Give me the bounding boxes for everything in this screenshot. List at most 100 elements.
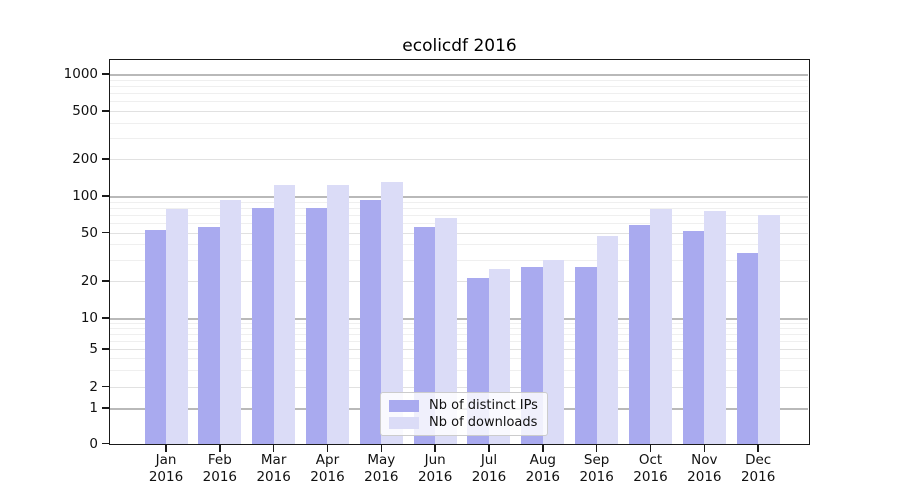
y-tick (102, 231, 109, 234)
x-tick-year: 2016 (364, 469, 399, 485)
gridline-minor (110, 259, 808, 261)
y-tick-label: 1000 (63, 66, 98, 82)
y-tick (102, 158, 109, 160)
bar-downloads-feb (219, 199, 242, 444)
legend-label-downloads: Nb of downloads (429, 415, 538, 430)
legend-swatch-distinct-ips (389, 399, 419, 412)
bar-downloads-sep (596, 235, 619, 444)
y-tick (102, 110, 109, 112)
x-tick-year: 2016 (417, 469, 453, 485)
y-tick (102, 73, 109, 75)
x-tick-label: Jan 2016 (136, 452, 196, 486)
legend-swatch-downloads (389, 416, 419, 429)
gridline-minor (110, 137, 808, 139)
y-tick (102, 385, 109, 388)
bar-downloads-apr (327, 184, 349, 444)
bar-downloads-nov (704, 211, 726, 444)
x-tick (272, 445, 275, 452)
gridline-major (110, 196, 808, 198)
gridline-minor (110, 340, 808, 342)
x-tick-month: Dec (745, 452, 772, 468)
y-tick-label: 100 (72, 188, 98, 204)
chart-title: ecolicdf 2016 (402, 36, 517, 56)
x-tick-month: Aug (529, 452, 557, 468)
y-tick-label: 0 (89, 435, 98, 452)
x-tick-month: May (367, 452, 396, 468)
legend-item-downloads: Nb of downloads (389, 414, 538, 431)
bar-downloads-jun (435, 217, 457, 444)
gridline-minor (110, 244, 808, 246)
gridline-minor (110, 122, 808, 124)
x-tick-year: 2016 (579, 469, 614, 485)
x-tick-month: Jul (480, 452, 498, 468)
gridline-minor (110, 93, 808, 95)
bar-distinct-ips-dec (736, 252, 759, 444)
x-tick (488, 445, 490, 452)
y-tick (102, 407, 109, 409)
y-tick (102, 280, 109, 282)
x-tick (326, 445, 329, 452)
x-tick (434, 445, 436, 452)
x-tick (542, 445, 544, 452)
x-tick-year: 2016 (310, 469, 345, 485)
gridline-major (110, 318, 808, 320)
bar-downloads-mar (273, 185, 296, 444)
x-tick-month: Apr (315, 452, 340, 468)
x-tick-label: Oct 2016 (620, 452, 680, 486)
gridline-major (110, 111, 808, 113)
x-tick-year: 2016 (202, 469, 237, 485)
x-tick (649, 445, 652, 452)
bar-downloads-may (381, 181, 403, 444)
bar-distinct-ips-oct (628, 224, 651, 444)
bar-distinct-ips-mar (252, 207, 274, 444)
x-tick-label: Dec 2016 (728, 452, 788, 486)
bar-distinct-ips-sep (575, 267, 597, 444)
legend-item-distinct-ips: Nb of distinct IPs (389, 397, 538, 414)
gridline-minor (110, 207, 808, 209)
gridline-minor (110, 322, 808, 324)
x-tick (703, 445, 706, 452)
y-tick-label: 10 (80, 310, 98, 326)
x-tick (595, 445, 598, 452)
x-tick-label: May 2016 (351, 452, 411, 486)
y-tick-label: 1 (89, 400, 98, 416)
legend: Nb of distinct IPs Nb of downloads (380, 392, 548, 436)
x-tick-year: 2016 (740, 469, 776, 485)
gridline-minor (110, 222, 808, 224)
y-tick (102, 442, 109, 445)
x-tick-month: Jun (424, 452, 446, 468)
x-tick-year: 2016 (525, 469, 560, 485)
x-tick-month: Nov (691, 452, 718, 468)
x-tick-label: Sep 2016 (567, 452, 627, 486)
gridline-minor (110, 201, 808, 203)
x-tick (380, 445, 383, 452)
gridline-major (110, 232, 808, 234)
bar-distinct-ips-nov (682, 231, 705, 444)
x-tick-label: Feb 2016 (190, 452, 250, 486)
x-tick (219, 445, 221, 452)
bar-distinct-ips-may (359, 200, 382, 444)
x-tick-year: 2016 (687, 469, 722, 485)
x-tick-label: Jul 2016 (459, 452, 519, 486)
gridline-minor (110, 79, 808, 81)
gridline-major (110, 74, 808, 76)
y-tick (102, 195, 109, 197)
gridline-major (110, 159, 808, 161)
x-tick-year: 2016 (633, 469, 668, 485)
gridline-minor (110, 327, 808, 329)
x-tick-label: Jun 2016 (405, 452, 465, 486)
x-tick-month: Oct (638, 452, 663, 468)
gridline-minor (110, 358, 808, 360)
bar-distinct-ips-apr (305, 208, 328, 444)
bar-downloads-aug (542, 259, 565, 444)
x-tick-month: Feb (207, 452, 232, 468)
gridline-major (110, 281, 808, 283)
x-tick-month: Sep (583, 452, 610, 468)
y-tick-label: 50 (80, 224, 98, 241)
bar-downloads-jan (166, 209, 188, 444)
y-tick-label: 500 (72, 103, 98, 119)
x-tick-month: Jan (155, 452, 177, 468)
bar-distinct-ips-feb (198, 226, 220, 444)
x-tick (165, 445, 167, 452)
